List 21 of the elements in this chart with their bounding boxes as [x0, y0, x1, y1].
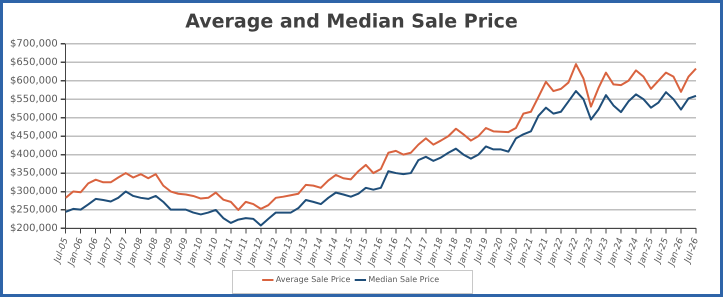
y-tick-label: $300,000 — [10, 186, 58, 198]
y-tick-label: $600,000 — [10, 75, 58, 86]
x-tick-label: Jan-21 — [516, 236, 536, 269]
x-tick-label: Jan-15 — [336, 236, 356, 269]
y-tick-label: $250,000 — [10, 204, 58, 216]
x-tick-label: Jul-26 — [682, 236, 702, 266]
y-tick-label: $550,000 — [10, 94, 58, 105]
y-tick-label: $650,000 — [10, 56, 58, 68]
legend-label: Median Sale Price — [368, 275, 440, 284]
legend-label: Average Sale Price — [276, 275, 350, 284]
y-tick-label: $500,000 — [10, 112, 58, 124]
y-tick-label: $350,000 — [10, 168, 58, 179]
x-tick-label: Jan-17 — [396, 236, 416, 269]
y-tick-label: $400,000 — [10, 149, 58, 160]
x-tick-label: Jan-16 — [366, 236, 386, 269]
y-tick-label: $450,000 — [10, 130, 58, 142]
x-tick-label: Jan-18 — [426, 236, 446, 269]
y-tick-label: $700,000 — [10, 38, 58, 50]
x-tick-label: Jan-14 — [306, 236, 326, 269]
y-tick-label: $200,000 — [10, 223, 58, 234]
chart-title: Average and Median Sale Price — [185, 10, 518, 32]
